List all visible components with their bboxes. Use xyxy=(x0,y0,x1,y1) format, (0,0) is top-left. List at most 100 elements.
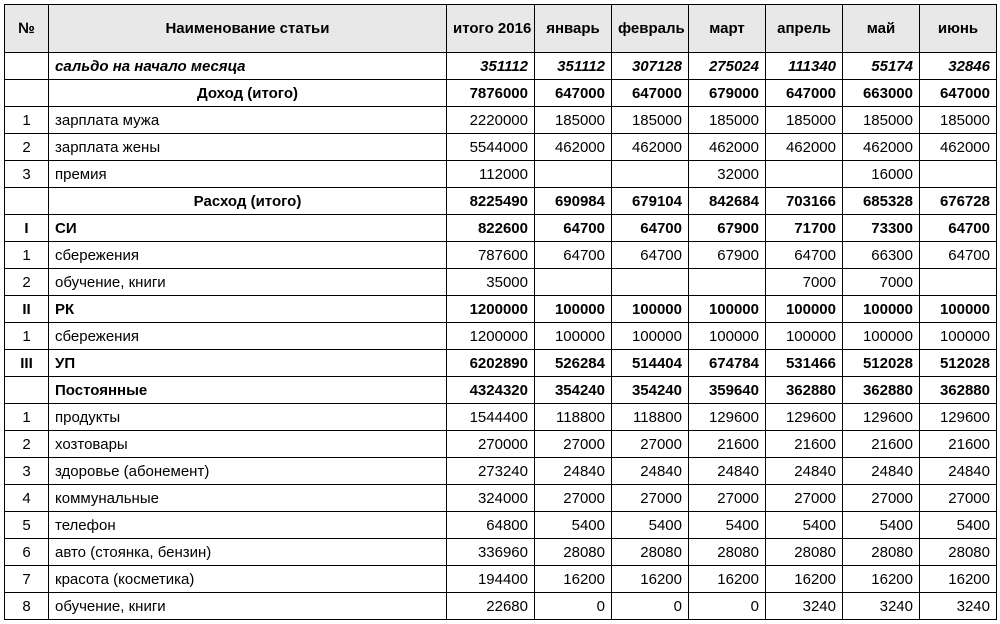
cell-mar: 359640 xyxy=(689,377,766,404)
cell-apr: 28080 xyxy=(766,539,843,566)
cell-jun: 100000 xyxy=(920,296,997,323)
cell-mar: 24840 xyxy=(689,458,766,485)
cell-jan: 351112 xyxy=(535,53,612,80)
cell-name: Расход (итого) xyxy=(49,188,447,215)
cell-mar: 32000 xyxy=(689,161,766,188)
cell-apr: 129600 xyxy=(766,404,843,431)
cell-may: 16200 xyxy=(843,566,920,593)
cell-apr: 111340 xyxy=(766,53,843,80)
cell-mar: 129600 xyxy=(689,404,766,431)
cell-name: обучение, книги xyxy=(49,593,447,620)
cell-apr: 24840 xyxy=(766,458,843,485)
cell-total: 22680 xyxy=(447,593,535,620)
cell-total: 5544000 xyxy=(447,134,535,161)
cell-may: 100000 xyxy=(843,296,920,323)
col-header-mar: март xyxy=(689,5,766,53)
cell-may: 73300 xyxy=(843,215,920,242)
cell-apr: 462000 xyxy=(766,134,843,161)
table-row: 7красота (косметика)19440016200162001620… xyxy=(5,566,997,593)
cell-jun: 21600 xyxy=(920,431,997,458)
cell-jan: 690984 xyxy=(535,188,612,215)
cell-apr: 64700 xyxy=(766,242,843,269)
cell-jan: 64700 xyxy=(535,242,612,269)
cell-name: сбережения xyxy=(49,242,447,269)
cell-mar: 28080 xyxy=(689,539,766,566)
cell-feb: 100000 xyxy=(612,323,689,350)
table-row: сальдо на начало месяца35111235111230712… xyxy=(5,53,997,80)
cell-name: РК xyxy=(49,296,447,323)
cell-name: обучение, книги xyxy=(49,269,447,296)
cell-jun: 16200 xyxy=(920,566,997,593)
cell-total: 4324320 xyxy=(447,377,535,404)
cell-may: 55174 xyxy=(843,53,920,80)
table-row: 2обучение, книги3500070007000 xyxy=(5,269,997,296)
cell-jan: 24840 xyxy=(535,458,612,485)
cell-jan: 354240 xyxy=(535,377,612,404)
cell-name: зарплата мужа xyxy=(49,107,447,134)
cell-total: 7876000 xyxy=(447,80,535,107)
cell-total: 1200000 xyxy=(447,323,535,350)
cell-mar: 67900 xyxy=(689,242,766,269)
cell-jan: 185000 xyxy=(535,107,612,134)
cell-apr: 647000 xyxy=(766,80,843,107)
cell-num: II xyxy=(5,296,49,323)
cell-num xyxy=(5,53,49,80)
cell-num: 4 xyxy=(5,485,49,512)
cell-feb xyxy=(612,269,689,296)
cell-name: УП xyxy=(49,350,447,377)
cell-name: красота (косметика) xyxy=(49,566,447,593)
cell-jan xyxy=(535,269,612,296)
cell-total: 64800 xyxy=(447,512,535,539)
cell-jan: 462000 xyxy=(535,134,612,161)
cell-name: здоровье (абонемент) xyxy=(49,458,447,485)
cell-apr: 100000 xyxy=(766,296,843,323)
cell-jun xyxy=(920,269,997,296)
table-row: IIРК120000010000010000010000010000010000… xyxy=(5,296,997,323)
cell-feb: 647000 xyxy=(612,80,689,107)
table-row: 2хозтовары270000270002700021600216002160… xyxy=(5,431,997,458)
cell-may: 3240 xyxy=(843,593,920,620)
cell-total: 1200000 xyxy=(447,296,535,323)
cell-feb: 16200 xyxy=(612,566,689,593)
cell-name: коммунальные xyxy=(49,485,447,512)
cell-apr: 185000 xyxy=(766,107,843,134)
col-header-num: № xyxy=(5,5,49,53)
cell-num xyxy=(5,377,49,404)
cell-may: 16000 xyxy=(843,161,920,188)
cell-may: 5400 xyxy=(843,512,920,539)
cell-may: 362880 xyxy=(843,377,920,404)
cell-feb: 64700 xyxy=(612,242,689,269)
cell-num: 7 xyxy=(5,566,49,593)
table-row: 3здоровье (абонемент)2732402484024840248… xyxy=(5,458,997,485)
cell-may: 663000 xyxy=(843,80,920,107)
cell-num: 1 xyxy=(5,404,49,431)
cell-feb: 118800 xyxy=(612,404,689,431)
cell-num: 2 xyxy=(5,269,49,296)
cell-may: 685328 xyxy=(843,188,920,215)
cell-feb: 100000 xyxy=(612,296,689,323)
cell-total: 35000 xyxy=(447,269,535,296)
col-header-jan: январь xyxy=(535,5,612,53)
cell-may: 24840 xyxy=(843,458,920,485)
cell-apr: 100000 xyxy=(766,323,843,350)
table-header: № Наименование статьи итого 2016 год янв… xyxy=(5,5,997,53)
cell-num: 1 xyxy=(5,242,49,269)
cell-mar: 21600 xyxy=(689,431,766,458)
cell-jan: 526284 xyxy=(535,350,612,377)
cell-may: 462000 xyxy=(843,134,920,161)
cell-apr: 703166 xyxy=(766,188,843,215)
cell-feb: 185000 xyxy=(612,107,689,134)
table-body: сальдо на начало месяца35111235111230712… xyxy=(5,53,997,620)
cell-apr: 5400 xyxy=(766,512,843,539)
cell-jun: 100000 xyxy=(920,323,997,350)
cell-apr: 71700 xyxy=(766,215,843,242)
cell-jun: 64700 xyxy=(920,242,997,269)
cell-apr: 531466 xyxy=(766,350,843,377)
table-row: IIIУП62028905262845144046747845314665120… xyxy=(5,350,997,377)
table-row: Доход (итого)787600064700064700067900064… xyxy=(5,80,997,107)
cell-jan: 16200 xyxy=(535,566,612,593)
cell-total: 324000 xyxy=(447,485,535,512)
cell-name: хозтовары xyxy=(49,431,447,458)
cell-mar: 0 xyxy=(689,593,766,620)
cell-feb: 0 xyxy=(612,593,689,620)
